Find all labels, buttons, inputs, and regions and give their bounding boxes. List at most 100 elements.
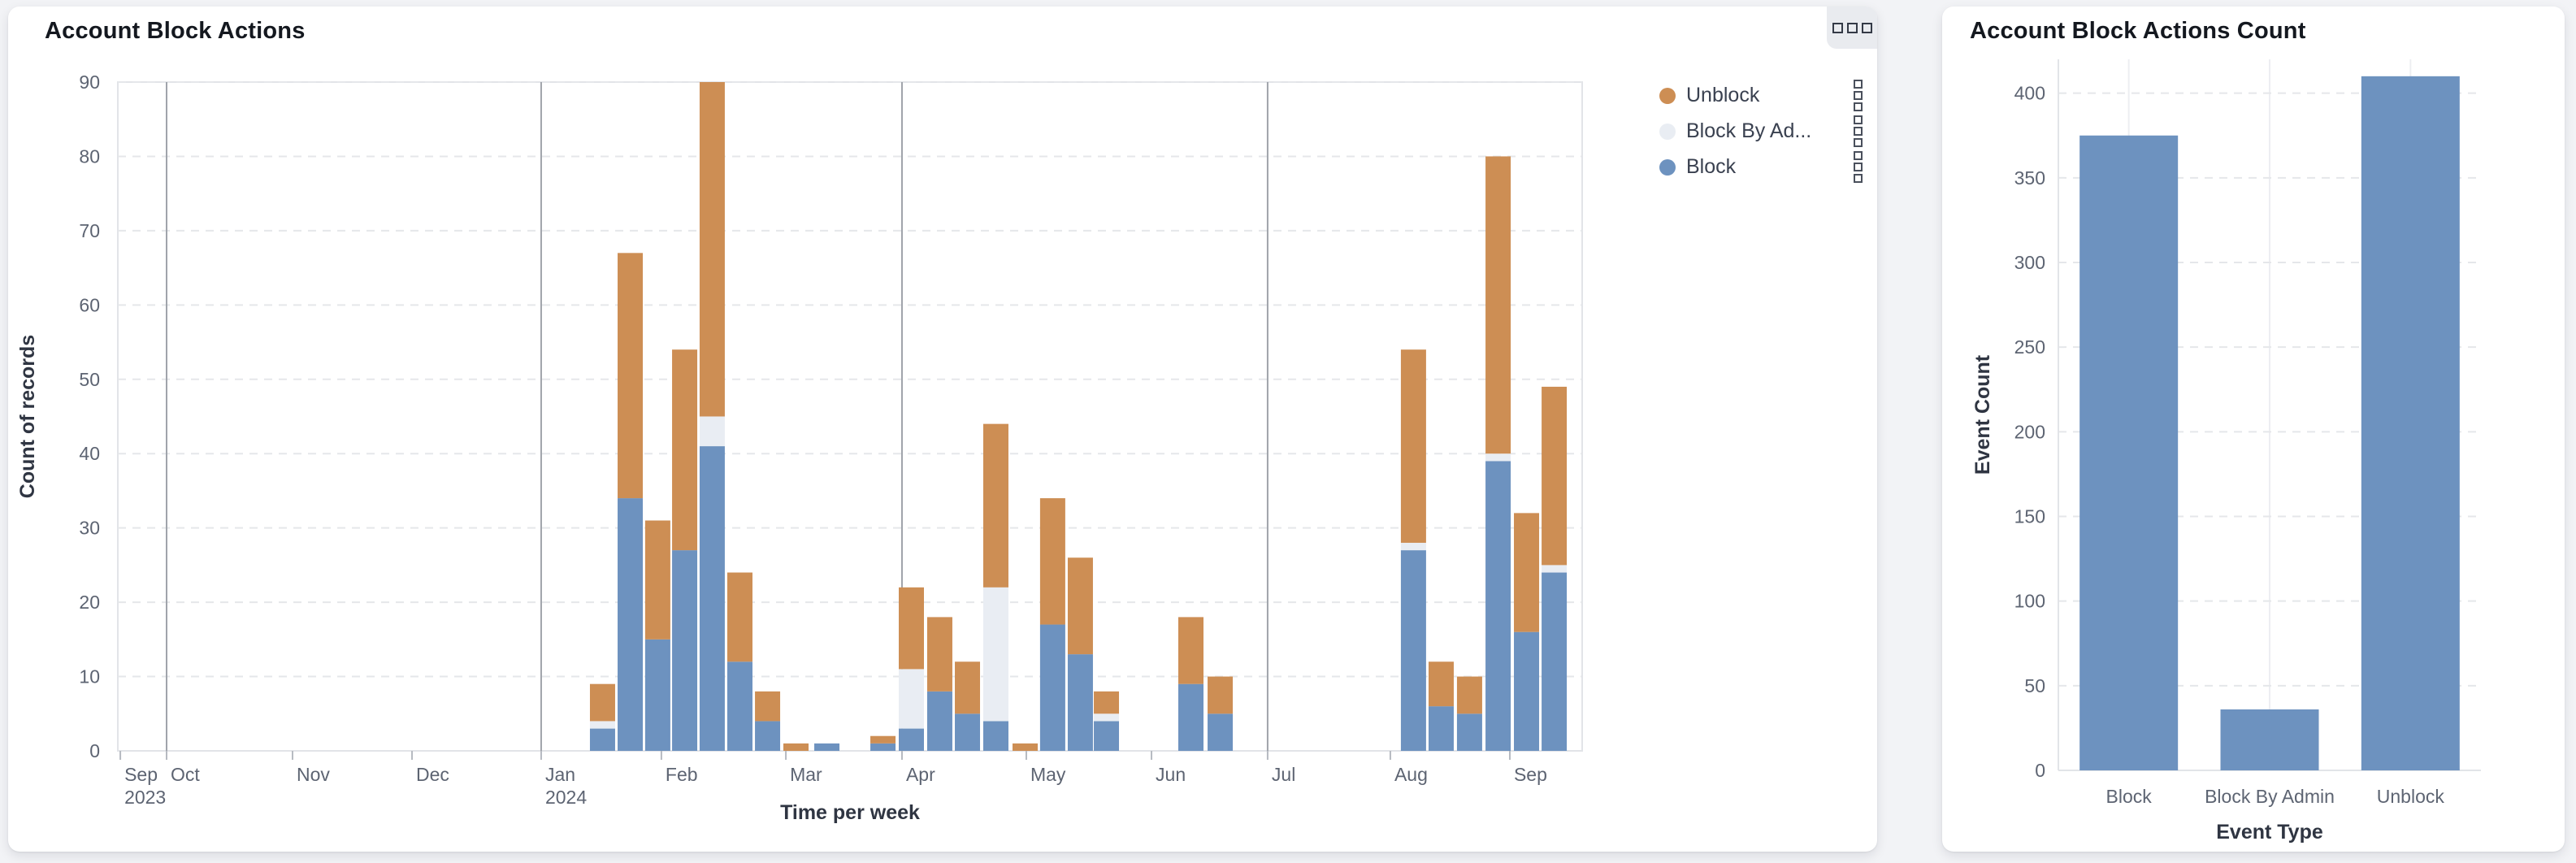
legend-item: Block	[1659, 150, 1864, 184]
bar-segment-block[interactable]	[589, 728, 615, 751]
bar-segment-block[interactable]	[672, 550, 698, 751]
bar-segment-block[interactable]	[644, 639, 670, 751]
bar-segment-block-by-admin[interactable]	[699, 416, 725, 447]
bar-segment-block[interactable]	[1456, 713, 1482, 751]
bar-segment-block[interactable]	[899, 728, 925, 751]
bar-segment-block[interactable]	[1208, 713, 1234, 751]
kebab-square	[1854, 163, 1863, 171]
bar-segment-block[interactable]	[1094, 721, 1120, 751]
bar-segment-block[interactable]	[814, 743, 840, 751]
bar-segment-unblock[interactable]	[618, 253, 644, 499]
month-label: Jul	[1272, 764, 1295, 785]
bar-segment-block[interactable]	[955, 713, 981, 751]
month-label: Sep	[1514, 764, 1547, 785]
bar-segment-unblock[interactable]	[589, 683, 615, 722]
bar-segment-unblock[interactable]	[1039, 498, 1065, 625]
y-axis-title: Count of records	[16, 335, 39, 498]
bar-segment-block-by-admin[interactable]	[1542, 565, 1568, 573]
bar-block-by-admin[interactable]	[2220, 709, 2319, 770]
bar-segment-block[interactable]	[755, 721, 781, 751]
y-tick-label: 60	[79, 294, 100, 315]
kebab-square	[1854, 91, 1863, 100]
x-category-label: Unblock	[2377, 786, 2445, 807]
bar-segment-unblock[interactable]	[1428, 661, 1454, 707]
y-tick-label: 90	[79, 72, 100, 93]
bar-segment-block[interactable]	[870, 743, 896, 751]
bar-segment-unblock[interactable]	[699, 82, 725, 417]
ellipsis-squares-icon	[1846, 22, 1858, 33]
y-tick-label: 350	[2014, 167, 2045, 189]
bar-segment-block-by-admin[interactable]	[589, 721, 615, 729]
bar-segment-block-by-admin[interactable]	[1094, 713, 1120, 722]
bar-segment-block[interactable]	[726, 661, 752, 751]
bar-segment-unblock[interactable]	[1094, 691, 1120, 714]
bar-segment-unblock[interactable]	[899, 587, 925, 670]
bar-segment-block[interactable]	[699, 446, 725, 751]
legend-kebab-menu-icon[interactable]	[1852, 114, 1864, 149]
y-axis-title: Event Count	[1971, 354, 1994, 475]
bar-segment-block-by-admin[interactable]	[899, 669, 925, 729]
month-label: Jun	[1156, 764, 1186, 785]
bar-segment-block-by-admin[interactable]	[1400, 542, 1426, 551]
x-category-label: Block By Admin	[2205, 786, 2335, 807]
y-tick-label: 80	[79, 145, 100, 167]
bar-segment-unblock[interactable]	[870, 735, 896, 744]
legend-dot-icon	[1659, 123, 1676, 140]
bar-segment-block[interactable]	[1485, 461, 1511, 751]
legend-label: Block	[1686, 155, 1737, 178]
legend-kebab-menu-icon[interactable]	[1852, 150, 1864, 184]
kebab-square	[1854, 127, 1863, 136]
bar-segment-unblock[interactable]	[1178, 617, 1204, 684]
bar-segment-block[interactable]	[1400, 550, 1426, 751]
legend-dot-icon	[1659, 87, 1676, 104]
x-axis-title: Time per week	[780, 801, 920, 824]
bar-segment-block-by-admin[interactable]	[982, 587, 1008, 722]
bar-segment-unblock[interactable]	[1542, 386, 1568, 566]
panel-menu-button[interactable]	[1827, 7, 1877, 49]
bar-segment-block[interactable]	[1542, 572, 1568, 751]
bar-unblock[interactable]	[2361, 76, 2460, 771]
bar-segment-unblock[interactable]	[755, 691, 781, 722]
bar-segment-unblock[interactable]	[1067, 557, 1093, 655]
bar-segment-unblock[interactable]	[1485, 156, 1511, 454]
bar-block[interactable]	[2079, 135, 2179, 770]
legend-item: Unblock	[1659, 78, 1864, 113]
bar-segment-block[interactable]	[1428, 706, 1454, 751]
bar-segment-unblock[interactable]	[672, 349, 698, 551]
bar-segment-block[interactable]	[926, 691, 952, 751]
bar-segment-unblock[interactable]	[1514, 513, 1540, 632]
stacked-bar-chart: 0 10 20 30 40 50 60 70 80 90 Sep 2023 Oct Nov Dec Jan 20…	[8, 7, 1877, 852]
bar-segment-block[interactable]	[1514, 631, 1540, 751]
bar-segment-block[interactable]	[1067, 654, 1093, 751]
panel-account-block-actions: 0 10 20 30 40 50 60 70 80 90 Sep 2023 Oct Nov Dec Jan 20…	[8, 7, 1877, 852]
legend-label: Block By Ad...	[1686, 119, 1812, 142]
bar-segment-block[interactable]	[1178, 683, 1204, 751]
bar-segment-unblock[interactable]	[644, 520, 670, 640]
kebab-square	[1854, 80, 1863, 89]
y-tick-label: 400	[2014, 83, 2045, 104]
bar-segment-unblock[interactable]	[1456, 676, 1482, 714]
y-tick-label: 300	[2014, 252, 2045, 273]
bar-segment-unblock[interactable]	[1208, 676, 1234, 714]
bar-segment-unblock[interactable]	[726, 572, 752, 662]
y-tick-label: 10	[79, 666, 100, 687]
y-tick-label: 50	[79, 369, 100, 390]
bar-segment-block[interactable]	[1039, 624, 1065, 751]
month-label: Nov	[297, 764, 330, 785]
bar-segment-block-by-admin[interactable]	[1485, 453, 1511, 462]
bar-segment-block[interactable]	[982, 721, 1008, 751]
month-label: Aug	[1394, 764, 1428, 785]
bar-segment-block[interactable]	[618, 498, 644, 751]
legend-kebab-menu-icon[interactable]	[1852, 78, 1864, 113]
right-panel-title: Account Block Actions Count	[1970, 18, 2306, 44]
kebab-square	[1854, 138, 1863, 147]
bar-segment-unblock[interactable]	[955, 661, 981, 714]
bar-segment-unblock[interactable]	[1400, 349, 1426, 543]
bar-segment-unblock[interactable]	[783, 743, 809, 751]
bar-segment-unblock[interactable]	[1013, 743, 1039, 751]
month-label: Dec	[416, 764, 449, 785]
bar-segment-unblock[interactable]	[982, 423, 1008, 588]
x-category-label: Block	[2106, 786, 2153, 807]
bar-segment-unblock[interactable]	[926, 617, 952, 692]
